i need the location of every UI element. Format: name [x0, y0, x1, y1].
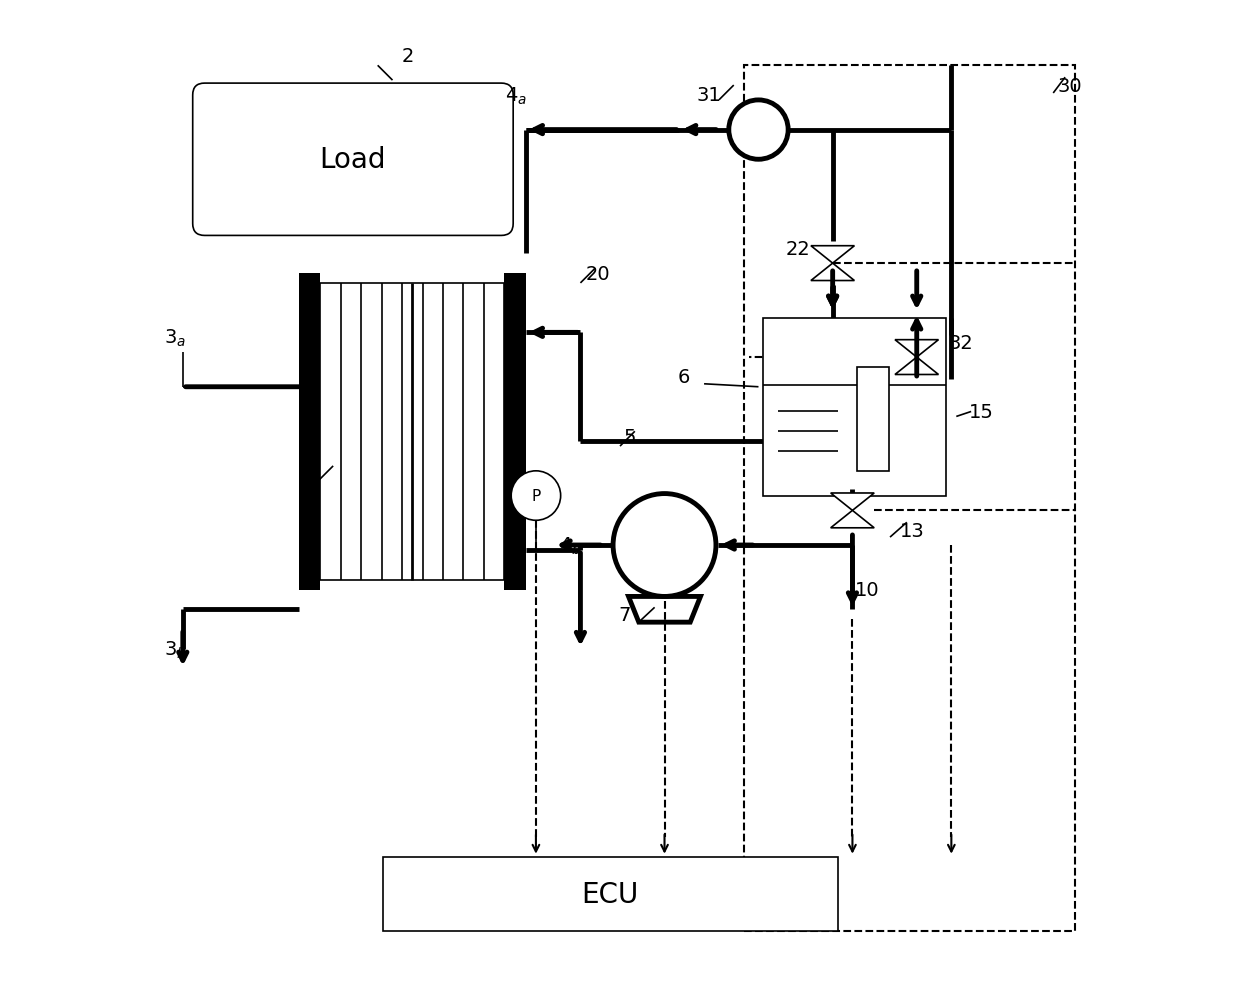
Bar: [320, 284, 505, 580]
Bar: [857, 368, 889, 471]
Text: ECU: ECU: [582, 880, 639, 908]
Polygon shape: [831, 511, 874, 528]
Text: $4_b$: $4_b$: [559, 535, 582, 556]
Text: $4_a$: $4_a$: [505, 85, 527, 106]
Text: 10: 10: [854, 580, 879, 599]
Text: 15: 15: [968, 403, 993, 422]
Polygon shape: [811, 264, 854, 282]
Text: $3_b$: $3_b$: [164, 638, 186, 660]
Polygon shape: [895, 358, 939, 375]
Text: 2: 2: [402, 47, 413, 66]
Polygon shape: [831, 494, 874, 511]
Text: 1: 1: [303, 462, 315, 481]
Text: 31: 31: [697, 86, 722, 105]
Text: $3_a$: $3_a$: [164, 328, 186, 349]
Bar: [383, 857, 837, 931]
Text: 30: 30: [1058, 76, 1083, 95]
Polygon shape: [895, 341, 939, 358]
Text: 22: 22: [786, 239, 811, 259]
Text: 6: 6: [678, 368, 691, 387]
Bar: [299, 274, 320, 590]
Polygon shape: [811, 246, 854, 264]
Circle shape: [729, 101, 789, 160]
Text: 13: 13: [899, 521, 924, 540]
Text: 5: 5: [624, 427, 636, 446]
Text: 20: 20: [587, 265, 610, 284]
Text: 32: 32: [949, 334, 973, 353]
Circle shape: [511, 471, 560, 521]
Text: P: P: [531, 489, 541, 504]
Text: Load: Load: [320, 146, 386, 174]
FancyBboxPatch shape: [192, 84, 513, 236]
Bar: [505, 274, 526, 590]
Circle shape: [613, 494, 715, 597]
Bar: [764, 319, 946, 496]
Polygon shape: [629, 597, 701, 622]
Bar: [744, 66, 1075, 931]
Text: 7: 7: [619, 605, 631, 624]
